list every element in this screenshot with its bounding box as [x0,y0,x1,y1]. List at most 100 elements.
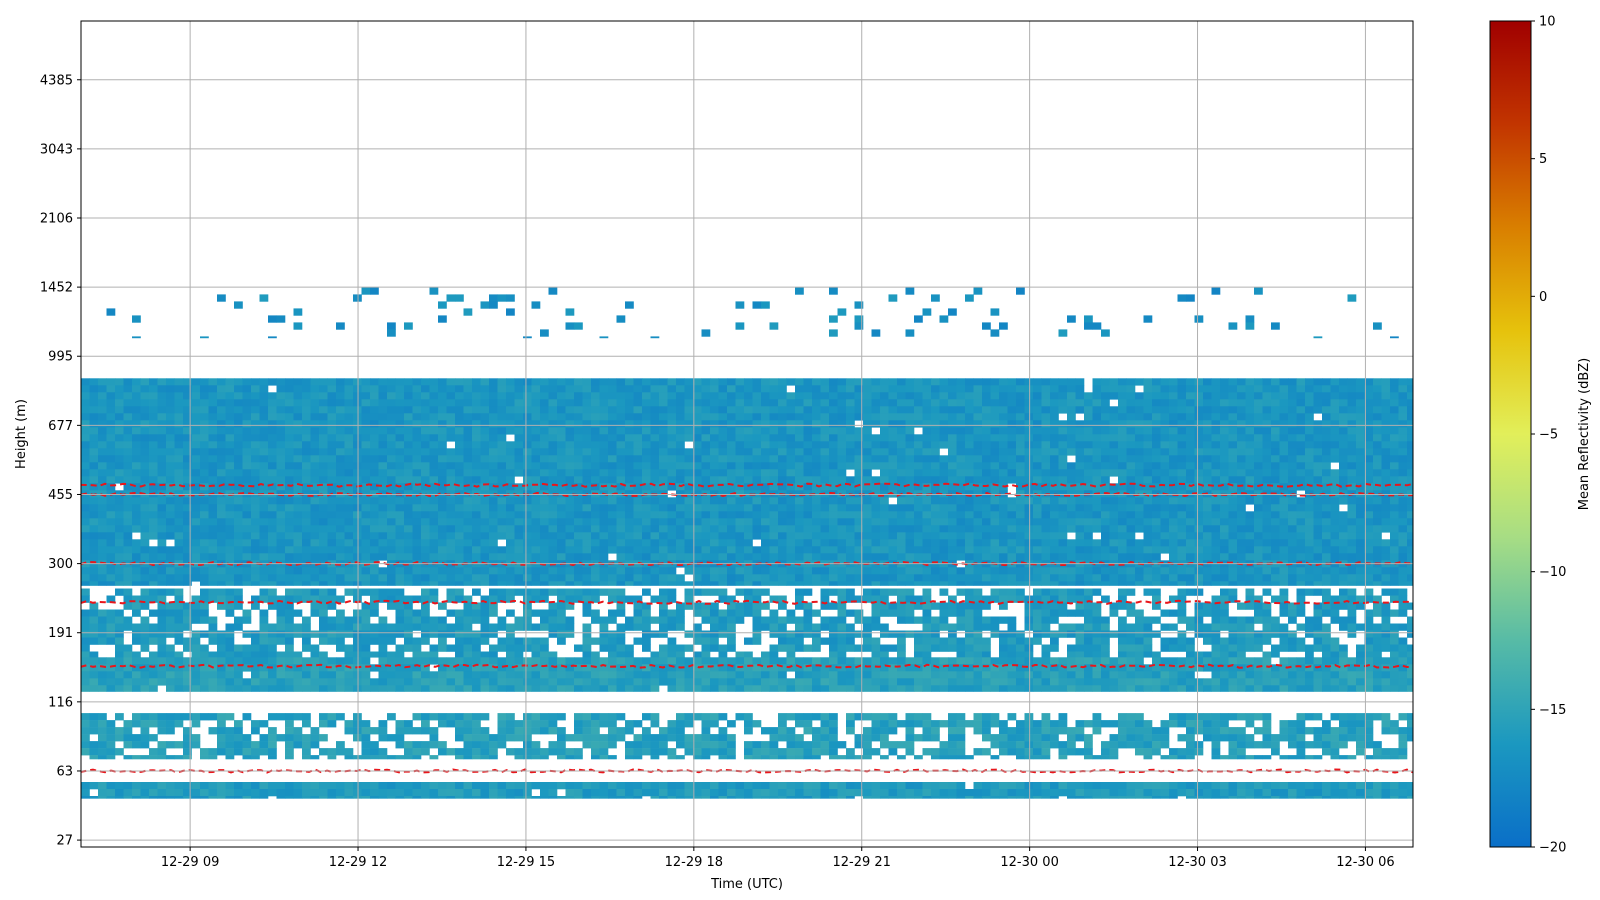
reflectivity-cell [1373,574,1382,582]
reflectivity-cell [922,462,932,470]
reflectivity-cell [234,553,243,561]
reflectivity-cell [149,567,158,575]
reflectivity-cell [259,546,269,554]
reflectivity-cell [531,518,541,526]
reflectivity-cell [1288,511,1297,519]
reflectivity-cell [1245,427,1255,435]
reflectivity-cell [395,511,405,519]
reflectivity-cell [242,567,252,575]
reflectivity-cell [1033,413,1042,421]
reflectivity-cell [234,448,243,456]
reflectivity-cell [1024,469,1034,477]
reflectivity-cell [1279,546,1289,554]
reflectivity-cell [1067,497,1076,505]
reflectivity-cell [1339,532,1348,540]
reflectivity-cell [956,546,966,554]
reflectivity-cell [1262,511,1272,519]
reflectivity-cell [157,476,167,484]
reflectivity-cell [1152,574,1161,582]
reflectivity-cell [1364,483,1374,491]
reflectivity-cell [225,434,235,442]
reflectivity-cell [446,504,456,512]
reflectivity-cell [761,574,770,582]
reflectivity-cell [931,385,940,393]
reflectivity-cell [293,504,303,512]
reflectivity-cell [1194,532,1204,540]
reflectivity-cell [285,427,294,435]
reflectivity-cell [208,553,218,561]
reflectivity-cell [1067,448,1076,456]
reflectivity-cell [582,518,592,526]
reflectivity-cell [1016,427,1025,435]
reflectivity-cell [642,476,651,484]
reflectivity-cell [1347,420,1357,428]
reflectivity-cell [480,476,490,484]
reflectivity-cell [565,518,575,526]
reflectivity-cell [1237,483,1246,491]
reflectivity-cell [1279,462,1289,470]
reflectivity-cell [157,609,167,617]
reflectivity-cell [276,378,286,386]
reflectivity-cell [242,448,252,456]
reflectivity-cell [1143,546,1153,554]
reflectivity-cell [276,504,286,512]
reflectivity-cell [1305,497,1314,505]
reflectivity-cell [191,462,201,470]
reflectivity-cell [446,567,456,575]
reflectivity-cell [888,406,898,414]
reflectivity-cell [1143,567,1153,575]
reflectivity-cell [1220,399,1229,407]
reflectivity-cell [174,574,184,582]
reflectivity-cell [446,546,456,554]
reflectivity-cell [1373,539,1382,547]
reflectivity-cell [599,413,609,421]
reflectivity-cell [922,385,932,393]
reflectivity-cell [897,462,906,470]
reflectivity-cell [701,504,711,512]
reflectivity-cell [115,567,124,575]
reflectivity-cell [616,525,626,533]
reflectivity-cell [421,476,430,484]
reflectivity-cell [183,378,192,386]
reflectivity-cell [1041,427,1051,435]
reflectivity-cell [608,525,617,533]
reflectivity-cell [115,455,124,463]
reflectivity-cell [1262,546,1272,554]
reflectivity-cell [106,567,116,575]
reflectivity-cell [251,462,260,470]
reflectivity-cell [293,406,303,414]
reflectivity-cell [429,441,439,449]
reflectivity-cell [1279,427,1289,435]
reflectivity-cell [684,462,694,470]
reflectivity-cell [336,385,345,393]
reflectivity-cell [489,378,498,386]
reflectivity-cell [378,413,388,421]
reflectivity-cell [565,434,575,442]
reflectivity-cell [829,385,838,393]
reflectivity-cell [1296,406,1306,414]
reflectivity-cell [310,525,320,533]
reflectivity-cell [497,399,507,407]
reflectivity-cell [149,483,158,491]
reflectivity-cell [659,511,668,519]
reflectivity-cell [327,630,337,638]
reflectivity-cell [1041,441,1051,449]
reflectivity-cell [429,532,439,540]
reflectivity-cell [480,518,490,526]
reflectivity-cell [1024,413,1034,421]
reflectivity-cell [616,399,626,407]
reflectivity-cell [455,385,464,393]
reflectivity-cell [395,574,405,582]
reflectivity-cell [421,420,430,428]
reflectivity-cell [676,448,685,456]
reflectivity-cell [327,616,337,624]
reflectivity-cell [438,434,447,442]
reflectivity-cell [1339,392,1348,400]
reflectivity-cell [293,518,303,526]
reflectivity-cell [208,588,218,596]
reflectivity-cell [1126,497,1136,505]
reflectivity-cell [1254,532,1263,540]
reflectivity-cell [191,420,201,428]
reflectivity-cell [693,518,702,526]
